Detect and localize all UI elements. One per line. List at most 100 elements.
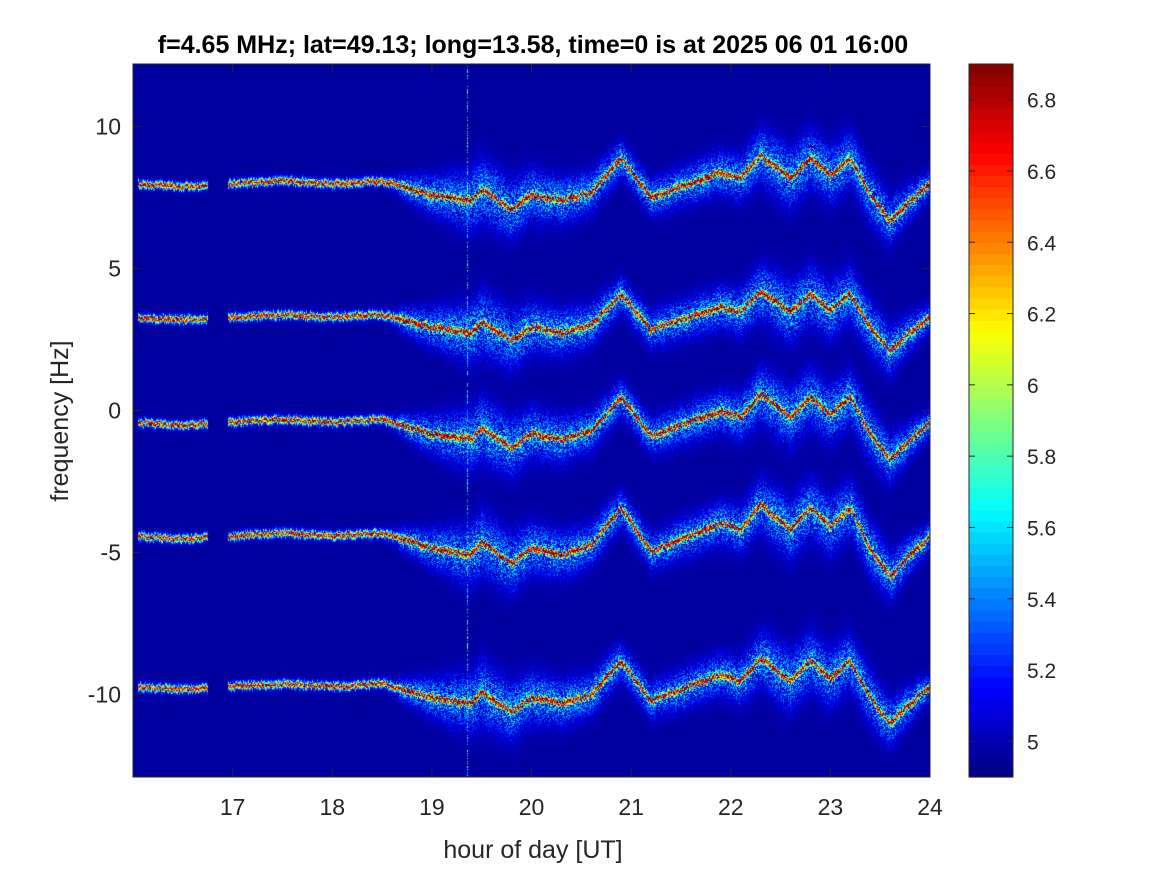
colorbar-band [969,554,1013,566]
colorbar-band [969,253,1013,266]
colorbar-band [969,219,1013,232]
colorbar-band [969,576,1013,589]
colorbar-band [969,409,1013,422]
colorbar-band [969,431,1013,444]
colorbar-band [969,476,1013,488]
x-tick-label: 18 [319,794,345,820]
colorbar-band [969,465,1013,477]
colorbar-band [969,320,1013,332]
colorbar-band [969,119,1013,132]
colorbar-band [969,297,1013,310]
colorbar-band [969,643,1013,656]
colorbar-band [969,86,1013,99]
colorbar-band [969,520,1013,533]
colorbar-band [969,264,1013,277]
colorbar-band [969,754,1013,767]
x-tick-label: 20 [519,794,545,820]
x-tick-label: 23 [818,794,844,820]
colorbar-band [969,632,1013,644]
colorbar-band [969,765,1013,778]
colorbar-tick-label: 5.2 [1027,660,1056,683]
y-tick-label: 0 [108,398,121,424]
colorbar-band [969,108,1013,121]
colorbar-band [969,175,1013,188]
colorbar-band [969,598,1013,611]
colorbar-band [969,342,1013,355]
colorbar-band [969,509,1013,522]
colorbar-band [969,721,1013,734]
colorbar-tick-label: 6.4 [1027,232,1057,255]
colorbar-frame [968,63,1014,778]
colorbar-band [969,64,1013,76]
colorbar-band [969,498,1013,511]
colorbar-tick-label: 6.6 [1027,161,1056,184]
spectrogram-plot [132,63,931,778]
colorbar-band [969,75,1013,87]
colorbar-tick-label: 5.6 [1027,517,1056,540]
colorbar-band [969,141,1013,154]
colorbar-band [969,442,1013,455]
colorbar-band [969,309,1013,321]
colorbar-band [969,164,1013,177]
colorbar-band [969,531,1013,544]
colorbar-band [969,420,1013,433]
spectrogram-image-frame [133,64,930,777]
colorbar-band [969,97,1013,110]
colorbar-tick-label: 5 [1027,731,1039,754]
colorbar-band [969,375,1013,388]
colorbar-band [969,153,1013,165]
colorbar-tick-label: 6.2 [1027,304,1056,327]
x-tick-label: 24 [917,794,943,820]
colorbar-band [969,331,1013,344]
colorbar-tick-label: 6.8 [1027,90,1056,113]
x-tick-label: 21 [618,794,644,820]
colorbar: 5 5.2 5.4 5.6 5.8 6 6.2 6.4 6.6 6.8 [968,63,1057,778]
colorbar-tick-label: 5.4 [1027,589,1057,612]
x-axis: 17 18 19 20 21 22 23 24 [220,64,943,820]
colorbar-band [969,732,1013,745]
colorbar-band [969,275,1013,288]
y-axis-label: frequency [Hz] [46,340,74,501]
colorbar-band [969,699,1013,711]
colorbar-band [969,565,1013,578]
y-tick-label: -10 [88,682,121,708]
colorbar-band [969,743,1013,756]
colorbar-band [969,654,1013,667]
colorbar-tick-label: 6 [1027,375,1039,398]
x-tick-label: 19 [419,794,445,820]
colorbar-band [969,186,1013,199]
y-tick-label: 5 [108,256,121,282]
colorbar-band [969,208,1013,221]
colorbar-ticks: 5 5.2 5.4 5.6 5.8 6 6.2 6.4 6.6 6.8 [969,90,1057,754]
colorbar-band [969,387,1013,399]
colorbar-gradient [969,64,1013,778]
y-tick-label: 10 [95,113,121,139]
colorbar-band [969,665,1013,678]
colorbar-band [969,197,1013,210]
colorbar-band [969,609,1013,622]
colorbar-tick-label: 5.8 [1027,446,1056,469]
x-tick-label: 17 [220,794,246,820]
colorbar-band [969,676,1013,689]
colorbar-band [969,398,1013,410]
x-tick-label: 22 [718,794,744,820]
colorbar-band [969,130,1013,143]
y-axis: -10 -5 0 5 10 [88,113,930,708]
colorbar-band [969,353,1013,366]
colorbar-band [969,543,1013,555]
colorbar-band [969,364,1013,377]
colorbar-band [969,286,1013,299]
spectrogram-heatmap [133,64,930,777]
colorbar-band [969,687,1013,700]
colorbar-band [969,231,1013,243]
colorbar-band [969,487,1013,500]
colorbar-band [969,453,1013,466]
colorbar-band [969,242,1013,254]
y-tick-label: -5 [101,540,121,566]
colorbar-band [969,587,1013,600]
colorbar-band [969,621,1013,633]
chart-title: f=4.65 MHz; lat=49.13; long=13.58, time=… [158,31,908,59]
x-axis-label: hour of day [UT] [443,836,622,864]
colorbar-band [969,710,1013,722]
